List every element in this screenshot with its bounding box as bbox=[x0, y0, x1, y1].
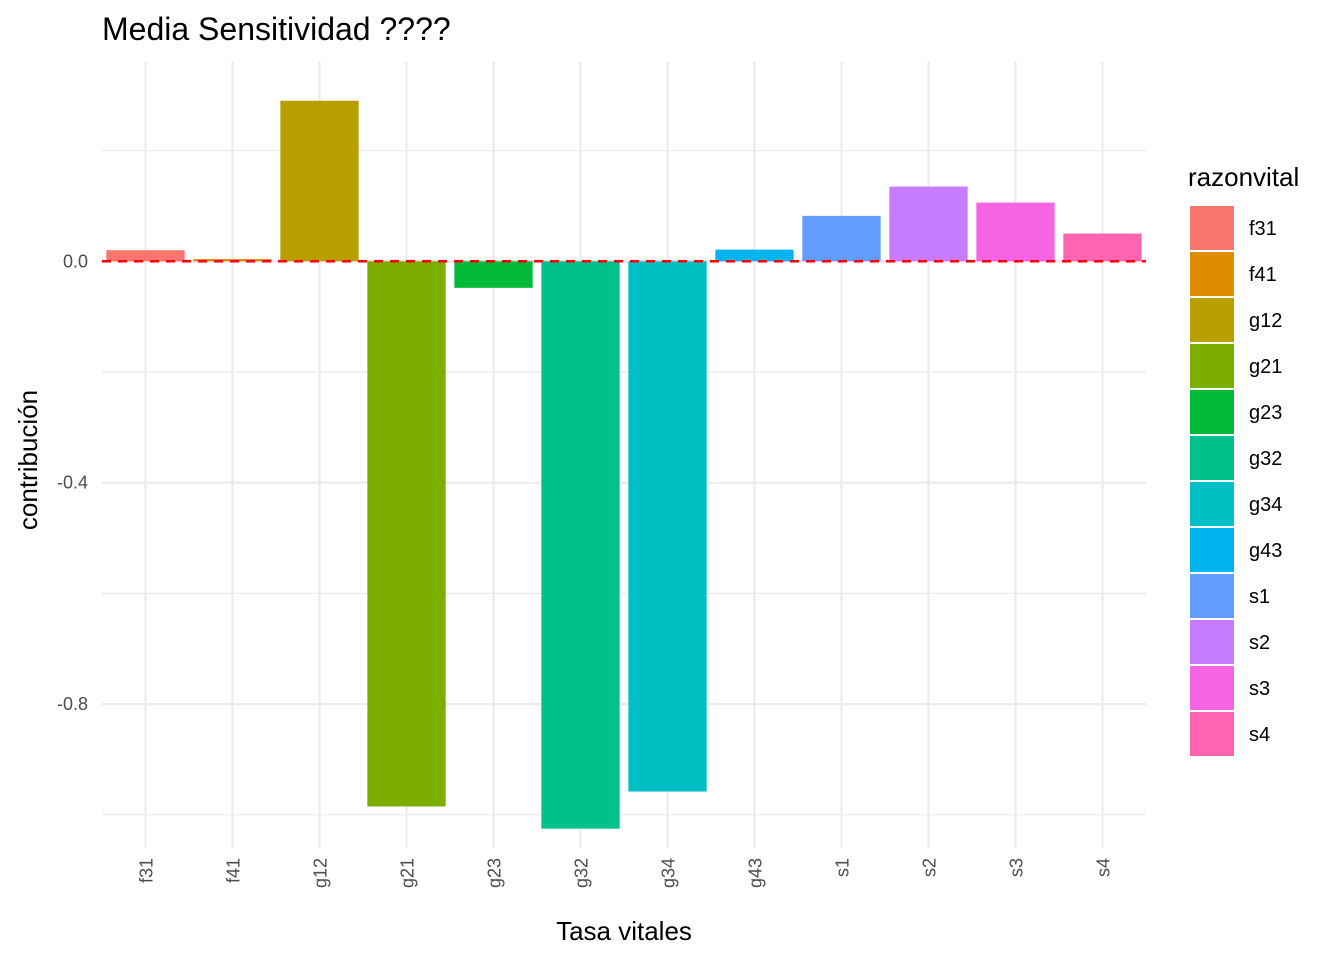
bar-g32 bbox=[541, 261, 620, 829]
bar-s2 bbox=[889, 186, 968, 262]
legend-key-g43 bbox=[1190, 528, 1234, 572]
bar-g21 bbox=[367, 261, 446, 807]
x-tick-label-s3: s3 bbox=[1007, 858, 1027, 877]
legend-label-g12: g12 bbox=[1249, 310, 1282, 332]
legend-label-g34: g34 bbox=[1249, 494, 1282, 516]
x-tick-label-s1: s1 bbox=[833, 858, 853, 877]
legend-key-s2 bbox=[1190, 620, 1234, 664]
bar-s1 bbox=[802, 215, 881, 262]
x-tick-label-g32: g32 bbox=[572, 858, 592, 888]
x-axis-title: Tasa vitales bbox=[556, 916, 692, 946]
legend-label-s2: s2 bbox=[1249, 632, 1270, 654]
legend-label-s3: s3 bbox=[1249, 678, 1270, 700]
legend-key-g34 bbox=[1190, 482, 1234, 526]
legend-label-g43: g43 bbox=[1249, 540, 1282, 562]
legend-key-g12 bbox=[1190, 298, 1234, 342]
y-axis-title: contribución bbox=[13, 390, 43, 530]
bar-g34 bbox=[628, 261, 707, 792]
legend-key-s3 bbox=[1190, 666, 1234, 710]
legend-key-s4 bbox=[1190, 712, 1234, 756]
x-tick-label-g23: g23 bbox=[485, 858, 505, 888]
legend-key-f31 bbox=[1190, 206, 1234, 250]
legend-title: razonvital bbox=[1188, 162, 1299, 192]
x-tick-label-g43: g43 bbox=[746, 858, 766, 888]
legend-key-f41 bbox=[1190, 252, 1234, 296]
y-tick-label: -0.4 bbox=[57, 473, 88, 493]
bar-g43 bbox=[715, 249, 794, 262]
bar-g23 bbox=[454, 261, 533, 288]
legend-key-g23 bbox=[1190, 390, 1234, 434]
legend-items: f31 f41 g12 g21 g23 g32 g34 g43 s1 s2 s3 s4 bbox=[1190, 206, 1282, 756]
legend-label-f31: f31 bbox=[1249, 218, 1277, 240]
x-tick-label-f41: f41 bbox=[224, 858, 244, 883]
bar-f31 bbox=[106, 250, 185, 262]
x-tick-label-s4: s4 bbox=[1094, 858, 1114, 877]
legend-label-g21: g21 bbox=[1249, 356, 1282, 378]
legend-label-g32: g32 bbox=[1249, 448, 1282, 470]
y-tick-label: 0.0 bbox=[63, 251, 88, 271]
chart-title: Media Sensitividad ???? bbox=[102, 11, 451, 47]
legend-key-s1 bbox=[1190, 574, 1234, 618]
legend-label-f41: f41 bbox=[1249, 264, 1277, 286]
legend-key-g21 bbox=[1190, 344, 1234, 388]
legend-key-g32 bbox=[1190, 436, 1234, 480]
grid bbox=[102, 62, 1146, 848]
x-tick-label-g21: g21 bbox=[398, 858, 418, 888]
y-tick-label: -0.8 bbox=[57, 694, 88, 714]
y-axis-ticks: 0.0 -0.4 -0.8 bbox=[57, 251, 88, 714]
legend: razonvital f31 f41 g12 g21 g23 g32 g34 g43 s1 s2 s… bbox=[1188, 162, 1299, 756]
legend-label-s1: s1 bbox=[1249, 586, 1270, 608]
legend-label-s4: s4 bbox=[1249, 724, 1270, 746]
bar-s3 bbox=[976, 202, 1055, 262]
bars bbox=[106, 100, 1142, 829]
legend-label-g23: g23 bbox=[1249, 402, 1282, 424]
bar-g12 bbox=[280, 100, 359, 262]
x-tick-label-f31: f31 bbox=[137, 858, 157, 883]
x-axis-ticks: f31 f41 g12 g21 g23 g32 g34 g43 s1 s2 s3 s4 bbox=[137, 858, 1114, 888]
x-tick-label-s2: s2 bbox=[920, 858, 940, 877]
x-tick-label-g12: g12 bbox=[311, 858, 331, 888]
x-tick-label-g34: g34 bbox=[659, 858, 679, 888]
bar-s4 bbox=[1063, 233, 1142, 262]
